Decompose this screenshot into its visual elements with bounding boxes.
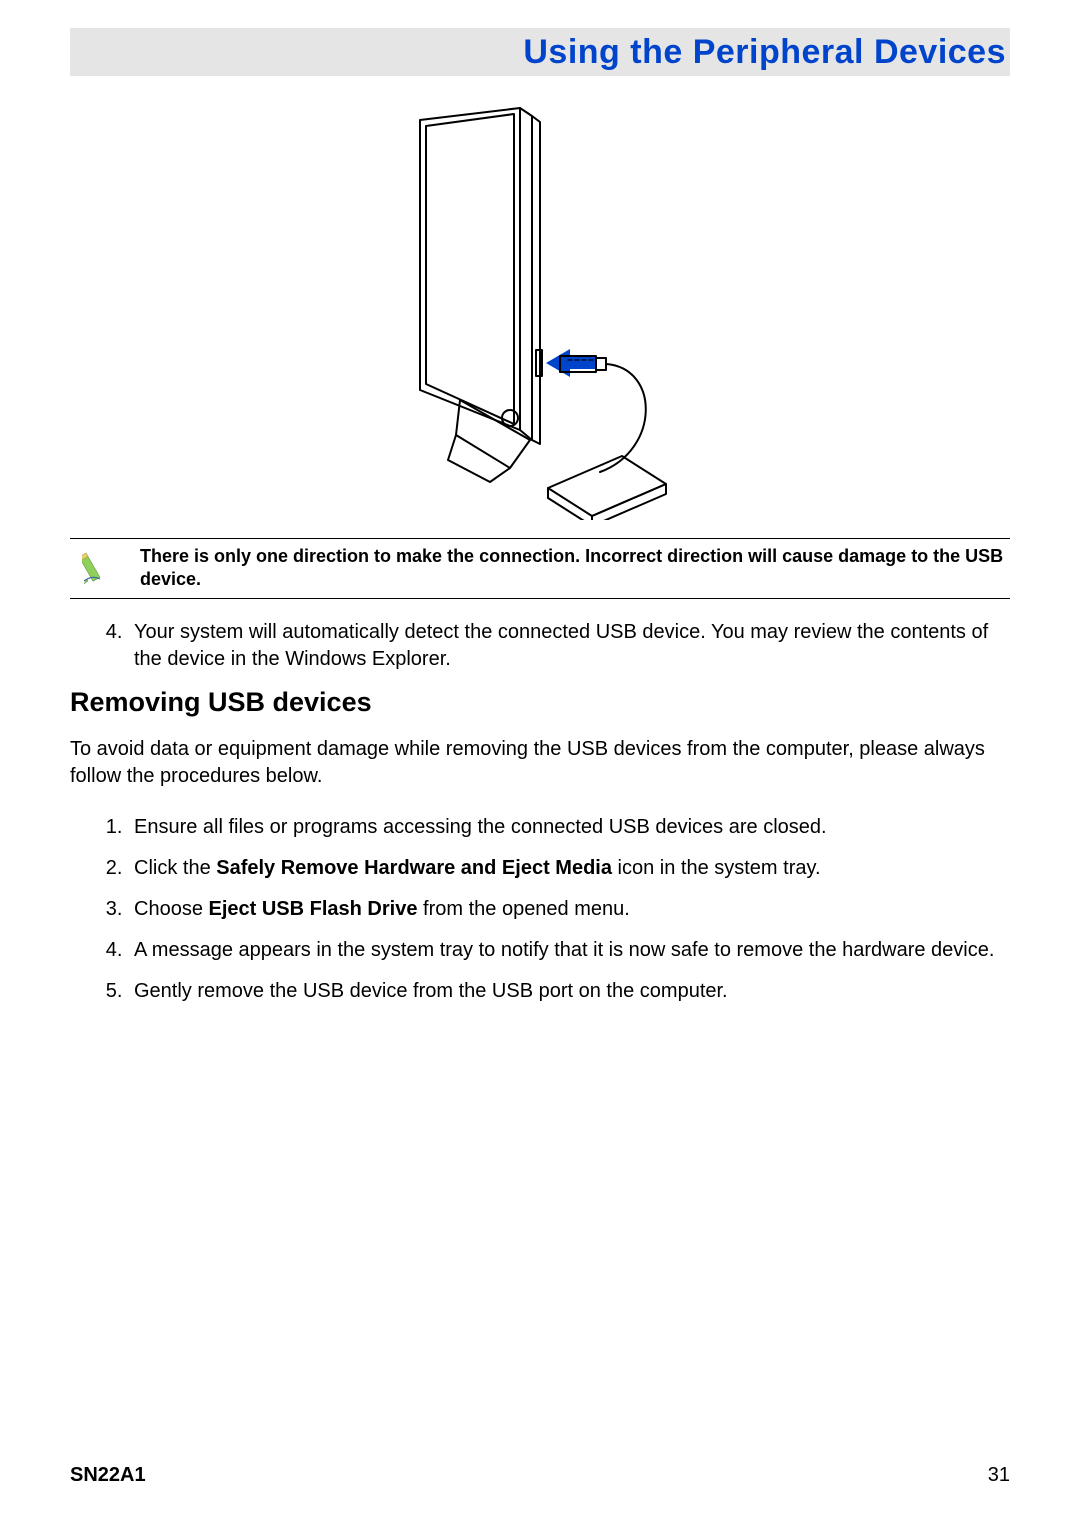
step-bold: Safely Remove Hardware and Eject Media [216, 857, 612, 879]
step-text: Click the [134, 857, 216, 879]
footer-model: SN22A1 [70, 1464, 146, 1487]
section-heading: Removing USB devices [70, 687, 1010, 718]
step-text: Ensure all files or programs accessing t… [134, 816, 827, 838]
step-text: Choose [134, 898, 209, 920]
step-bold: Eject USB Flash Drive [209, 898, 418, 920]
chapter-title: Using the Peripheral Devices [523, 33, 1006, 72]
step-text-post: from the opened menu. [417, 898, 629, 920]
note-callout: There is only one direction to make the … [70, 538, 1010, 599]
list-item: Choose Eject USB Flash Drive from the op… [128, 896, 1010, 923]
page-root: Using the Peripheral Devices [0, 0, 1080, 1527]
monitor-usb-illustration [360, 100, 720, 520]
list-item: Click the Safely Remove Hardware and Eje… [128, 855, 1010, 882]
list-item: A message appears in the system tray to … [128, 937, 1010, 964]
list-item: Gently remove the USB device from the US… [128, 978, 1010, 1005]
step-text-post: icon in the system tray. [612, 857, 821, 879]
note-text: There is only one direction to make the … [124, 545, 1006, 592]
chapter-banner: Using the Peripheral Devices [70, 28, 1010, 76]
section-intro: To avoid data or equipment damage while … [70, 736, 1010, 790]
footer-page-number: 31 [988, 1464, 1010, 1487]
figure-usb-connection [70, 100, 1010, 520]
continuation-list: Your system will automatically detect th… [70, 619, 1010, 673]
page-footer: SN22A1 31 [70, 1464, 1010, 1487]
list-item-text: Your system will automatically detect th… [134, 621, 988, 670]
steps-list: Ensure all files or programs accessing t… [70, 814, 1010, 1005]
pencil-note-icon [74, 551, 124, 585]
step-text: Gently remove the USB device from the US… [134, 980, 728, 1002]
step-text: A message appears in the system tray to … [134, 939, 994, 961]
list-item: Ensure all files or programs accessing t… [128, 814, 1010, 841]
list-item: Your system will automatically detect th… [128, 619, 1010, 673]
